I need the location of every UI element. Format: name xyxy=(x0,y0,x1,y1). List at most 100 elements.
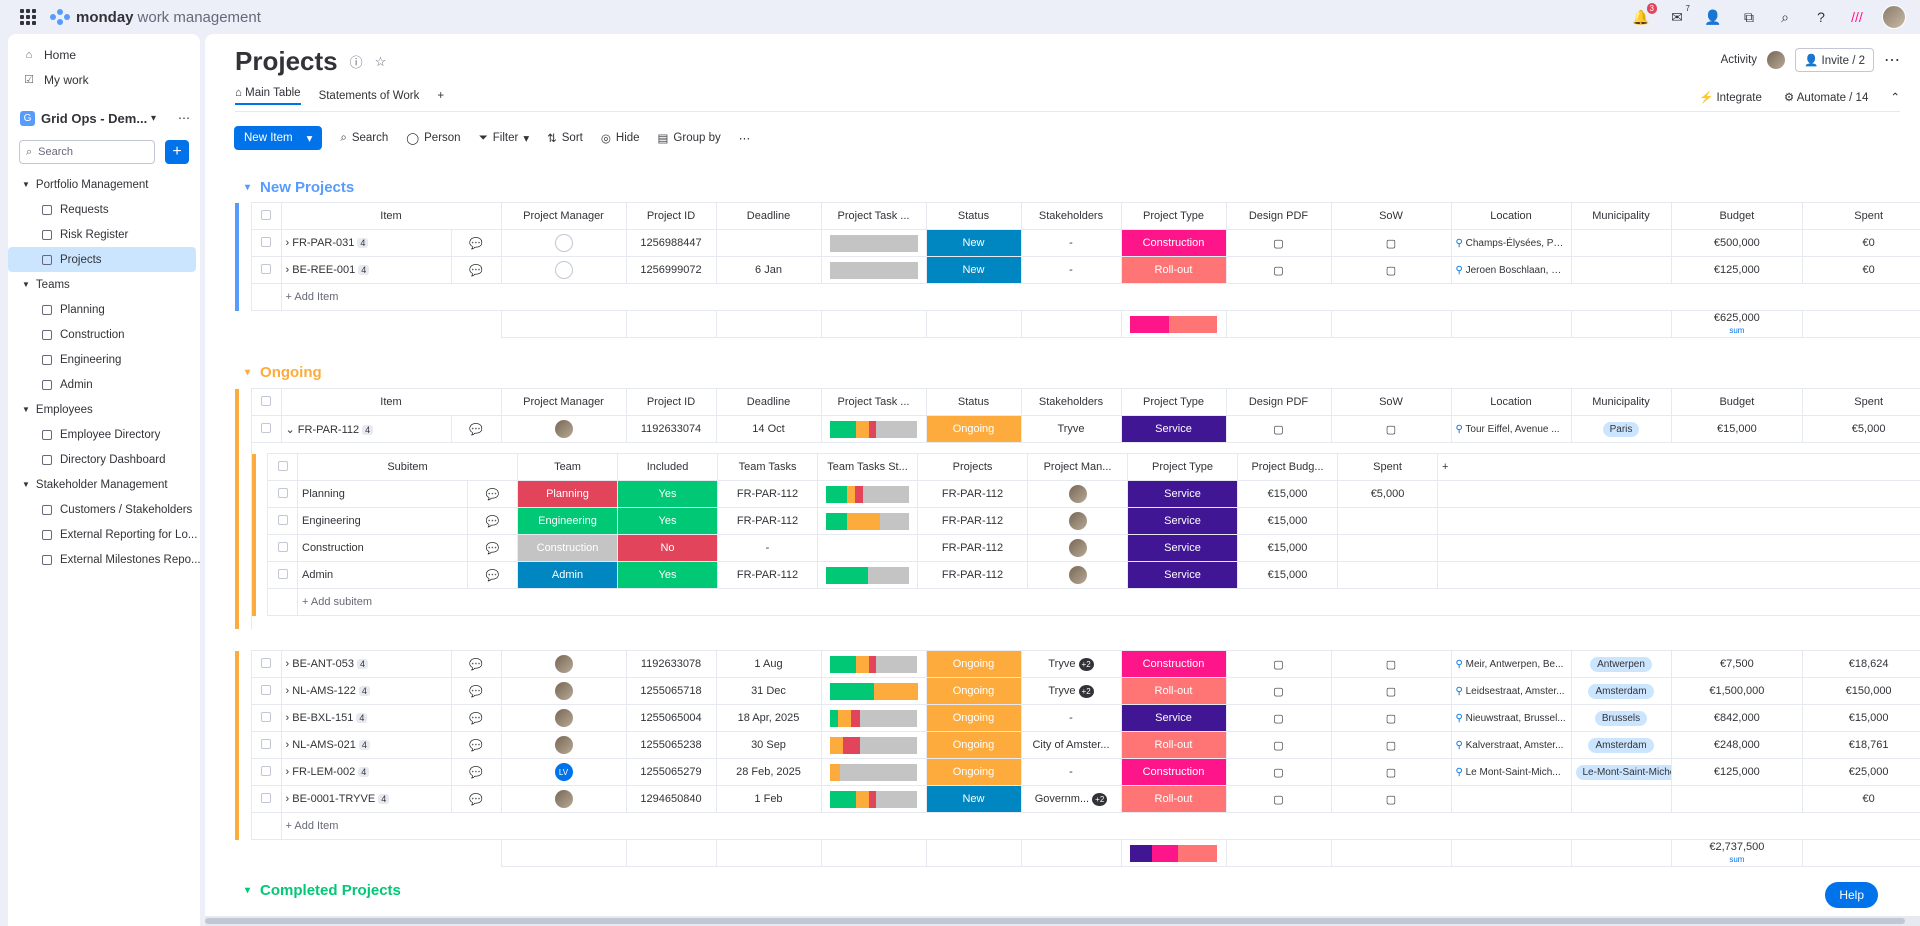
row-checkbox[interactable] xyxy=(250,677,282,705)
column-header[interactable]: Project Type xyxy=(1120,202,1227,230)
status-label[interactable]: Roll-out xyxy=(1122,732,1225,758)
column-header[interactable]: Deadline xyxy=(715,202,822,230)
project-manager-cell[interactable] xyxy=(500,704,627,732)
status-label[interactable]: Engineering xyxy=(518,508,617,534)
column-header[interactable]: Budget xyxy=(1670,388,1804,416)
add-board-button[interactable]: + xyxy=(165,140,189,164)
status-label[interactable]: Ongoing xyxy=(927,416,1020,442)
project-manager-cell[interactable]: LV xyxy=(500,758,627,786)
progress-bar[interactable] xyxy=(829,790,918,808)
updates-icon[interactable]: 💬 xyxy=(450,785,502,813)
status-label[interactable]: Service xyxy=(1122,416,1225,442)
stakeholders-cell[interactable]: City of Amster... xyxy=(1020,731,1122,759)
project-manager-cell[interactable] xyxy=(500,677,627,705)
municipality-cell[interactable]: Antwerpen xyxy=(1570,650,1672,678)
status-label[interactable]: Service xyxy=(1122,705,1225,731)
location-cell[interactable]: ⚲ Nieuwstraat, Brussel... xyxy=(1450,704,1572,732)
progress-bar[interactable] xyxy=(829,736,918,754)
status-label[interactable]: Roll-out xyxy=(1122,257,1225,283)
team-tasks[interactable]: FR-PAR-112 xyxy=(717,507,819,535)
subitem-column-header[interactable]: Project Budg... xyxy=(1237,453,1339,481)
deadline[interactable]: 6 Jan xyxy=(715,256,822,284)
project-manager-cell[interactable] xyxy=(1027,534,1129,562)
sidebar-home[interactable]: ⌂ Home xyxy=(8,42,200,67)
project-tasks-cell[interactable] xyxy=(820,650,927,678)
sidebar-board-item[interactable]: Directory Dashboard xyxy=(8,447,200,472)
deadline[interactable]: 1 Aug xyxy=(715,650,822,678)
location-cell[interactable]: ⚲ Tour Eiffel, Avenue ... xyxy=(1450,415,1572,443)
project-type-cell[interactable]: Construction xyxy=(1120,650,1227,678)
updates-icon[interactable]: 💬 xyxy=(450,229,502,257)
design-pdf-file-icon[interactable]: ▢ xyxy=(1225,415,1332,443)
status-label[interactable]: New xyxy=(927,257,1020,283)
bell-icon[interactable]: 🔔 3 xyxy=(1630,3,1657,28)
status-label[interactable]: Ongoing xyxy=(927,732,1020,758)
design-pdf-file-icon[interactable]: ▢ xyxy=(1225,758,1332,786)
column-header[interactable]: Project ID xyxy=(625,202,717,230)
table-row[interactable]: › BE-0001-TRYVE 4 💬 1294650840 1 Feb New Gover… xyxy=(235,785,1920,813)
subitem-row[interactable]: Engineering 💬 Engineering Yes FR-PAR-112 FR-P… xyxy=(251,507,1920,535)
integrate-button[interactable]: ⚡ Integrate xyxy=(1699,90,1762,104)
automate-button[interactable]: ⚙ Automate / 14 xyxy=(1784,90,1868,104)
expand-icon[interactable]: › xyxy=(285,658,290,670)
sidebar-my-work[interactable]: ☑ My work xyxy=(8,67,200,92)
design-pdf-file-icon[interactable]: ▢ xyxy=(1225,704,1332,732)
deadline[interactable]: 14 Oct xyxy=(715,415,822,443)
budget[interactable]: €15,000 xyxy=(1670,415,1804,443)
budget[interactable]: €125,000 xyxy=(1670,758,1804,786)
table-row[interactable]: › FR-PAR-031 4 💬 1256988447 New - Construction… xyxy=(235,229,1920,257)
progress-bar[interactable] xyxy=(829,261,918,279)
sow-file-icon[interactable]: ▢ xyxy=(1330,415,1452,443)
column-header[interactable]: Spent xyxy=(1802,388,1920,416)
add-view-button[interactable]: + xyxy=(437,90,445,102)
progress-bar[interactable] xyxy=(829,682,918,700)
budget[interactable]: €842,000 xyxy=(1670,704,1804,732)
updates-icon[interactable]: 💬 xyxy=(450,677,502,705)
progress-bar[interactable] xyxy=(829,420,918,438)
design-pdf-file-icon[interactable]: ▢ xyxy=(1225,731,1332,759)
item-name[interactable]: › BE-REE-001 4 xyxy=(280,256,452,284)
subitem-name[interactable]: Engineering xyxy=(297,507,468,535)
team-tasks-status[interactable] xyxy=(817,507,919,535)
project-manager-cell[interactable] xyxy=(1027,480,1129,508)
municipality-cell[interactable]: Le-Mont-Saint-Michel xyxy=(1570,758,1672,786)
collapse-header-icon[interactable]: ⌃ xyxy=(1890,92,1900,104)
expand-icon[interactable]: › xyxy=(285,766,290,778)
progress-bar[interactable] xyxy=(826,512,909,530)
team-tasks-status[interactable] xyxy=(817,561,919,589)
status-label[interactable]: Ongoing xyxy=(927,651,1020,677)
status-label[interactable]: Roll-out xyxy=(1122,678,1225,704)
column-header[interactable]: Design PDF xyxy=(1225,202,1332,230)
status-label[interactable]: Ongoing xyxy=(927,678,1020,704)
project-manager-cell[interactable] xyxy=(1027,561,1129,589)
subitem-column-header[interactable]: Team xyxy=(517,453,619,481)
project-manager-cell[interactable] xyxy=(500,731,627,759)
subitem-checkbox[interactable] xyxy=(277,541,288,552)
add-column-icon[interactable]: + xyxy=(1437,453,1920,481)
group-by-button[interactable]: ▤ Group by xyxy=(658,131,721,145)
status-label[interactable]: New xyxy=(927,786,1020,812)
status-label[interactable]: Yes xyxy=(618,562,717,588)
sidebar-board-item[interactable]: Risk Register xyxy=(8,222,200,247)
stakeholders-cell[interactable]: Tryve xyxy=(1020,415,1122,443)
status-label[interactable]: No xyxy=(618,535,717,561)
status-label[interactable]: Construction xyxy=(1122,230,1225,256)
row-checkbox[interactable] xyxy=(250,650,282,678)
row-checkbox[interactable] xyxy=(250,229,282,257)
sow-file-icon[interactable]: ▢ xyxy=(1330,785,1452,813)
deadline[interactable]: 30 Sep xyxy=(715,731,822,759)
column-header[interactable]: Status xyxy=(925,202,1022,230)
filter-button[interactable]: ⏷ Filter ▾ xyxy=(479,131,530,146)
budget[interactable]: €1,500,000 xyxy=(1670,677,1804,705)
column-header[interactable]: Location xyxy=(1450,388,1572,416)
municipality-cell[interactable]: Brussels xyxy=(1570,704,1672,732)
project-tasks-cell[interactable] xyxy=(820,229,927,257)
subitem-spent[interactable] xyxy=(1337,507,1439,535)
chevron-down-icon[interactable]: ▾ xyxy=(306,133,313,145)
location-cell[interactable] xyxy=(1450,785,1572,813)
help-button[interactable]: Help xyxy=(1825,882,1878,908)
table-row[interactable]: › NL-AMS-122 4 💬 1255065718 31 Dec Ongoing Try… xyxy=(235,677,1920,705)
status-cell[interactable]: New xyxy=(925,229,1022,257)
projects-link[interactable]: FR-PAR-112 xyxy=(917,561,1029,589)
status-label[interactable]: Service xyxy=(1128,508,1237,534)
